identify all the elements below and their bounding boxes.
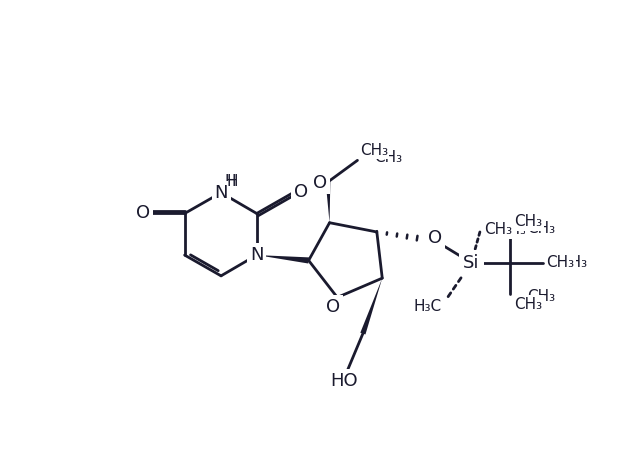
Text: CH₃: CH₃ bbox=[559, 255, 587, 270]
Text: O: O bbox=[428, 229, 442, 247]
Text: CH₃: CH₃ bbox=[484, 222, 513, 237]
Text: CH₃: CH₃ bbox=[360, 143, 388, 158]
Text: CH₃: CH₃ bbox=[499, 222, 527, 237]
Text: H₃C: H₃C bbox=[414, 299, 442, 314]
Text: Si: Si bbox=[463, 254, 479, 272]
Text: Si: Si bbox=[463, 254, 479, 272]
Text: HO: HO bbox=[330, 372, 358, 390]
Text: O: O bbox=[313, 174, 327, 192]
Text: CH₃: CH₃ bbox=[547, 255, 575, 270]
Text: H: H bbox=[226, 174, 237, 189]
Text: N: N bbox=[250, 246, 264, 264]
Text: N: N bbox=[250, 246, 264, 264]
Text: CH₃: CH₃ bbox=[374, 150, 403, 165]
Text: HO: HO bbox=[330, 372, 358, 391]
Text: CH₃: CH₃ bbox=[527, 221, 556, 236]
Text: CH₃: CH₃ bbox=[527, 289, 556, 304]
Polygon shape bbox=[360, 278, 382, 335]
Text: O: O bbox=[326, 298, 340, 316]
Text: O: O bbox=[136, 204, 150, 222]
Polygon shape bbox=[257, 255, 309, 264]
Text: CH₃: CH₃ bbox=[514, 297, 542, 312]
Text: O: O bbox=[326, 298, 340, 316]
Text: H: H bbox=[225, 174, 236, 189]
Text: O: O bbox=[294, 183, 308, 201]
Text: O: O bbox=[136, 204, 150, 222]
Polygon shape bbox=[326, 182, 330, 223]
Text: O: O bbox=[313, 174, 327, 192]
Text: N: N bbox=[214, 184, 228, 202]
Text: N: N bbox=[214, 184, 228, 202]
Text: CH₃: CH₃ bbox=[514, 214, 542, 229]
Text: O: O bbox=[294, 183, 308, 201]
Text: H₃C: H₃C bbox=[412, 299, 440, 314]
Text: O: O bbox=[428, 229, 442, 247]
